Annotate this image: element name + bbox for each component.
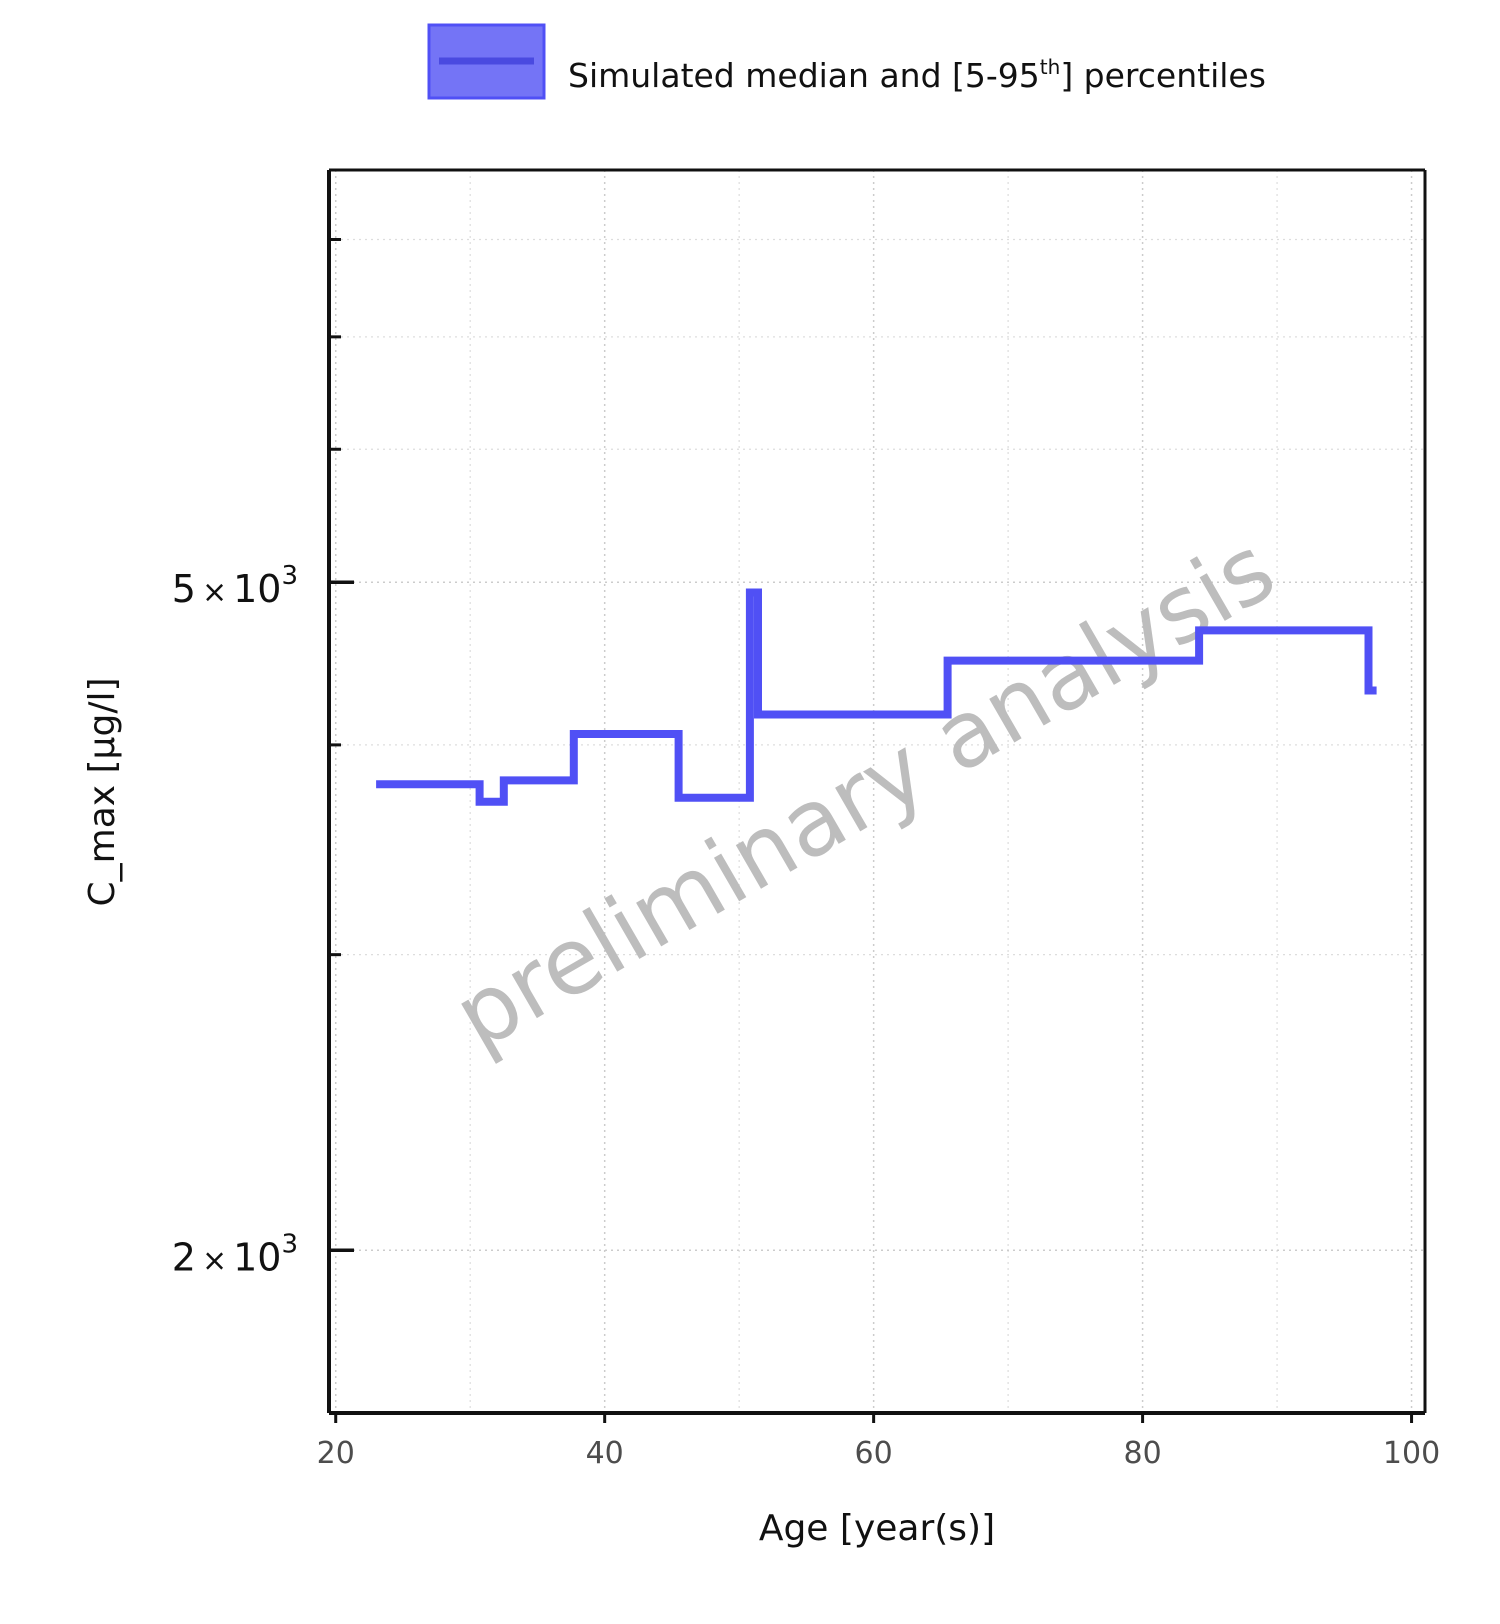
x-tick-label: 80 xyxy=(1124,1436,1162,1471)
ticks: 20 40 60 80 100 2 × 103 5 × 103 xyxy=(172,237,1440,1471)
x-tick-label: 60 xyxy=(855,1436,893,1471)
y-tick-label: 2 × 103 xyxy=(172,1229,298,1279)
x-axis-title: Age [year(s)] xyxy=(759,1508,995,1549)
legend-label-end: ] percentiles xyxy=(1060,56,1266,95)
legend: Simulated median and [5-95th] percentile… xyxy=(427,23,1266,100)
legend-label-main: Simulated median and [5-95 xyxy=(568,56,1040,95)
y-axis-title: C_max [µg/l] xyxy=(82,678,123,907)
legend-label-sup: th xyxy=(1040,55,1061,79)
series-line-median xyxy=(376,588,1377,806)
grid xyxy=(329,170,1425,1413)
x-tick-label: 20 xyxy=(317,1436,355,1471)
plot-panel xyxy=(329,170,1425,1413)
legend-label: Simulated median and [5-95th] percentile… xyxy=(568,55,1266,95)
x-tick-label: 40 xyxy=(586,1436,624,1471)
y-tick-label: 5 × 103 xyxy=(172,561,298,611)
series-layer xyxy=(376,588,1377,806)
x-tick-label: 100 xyxy=(1383,1436,1440,1471)
